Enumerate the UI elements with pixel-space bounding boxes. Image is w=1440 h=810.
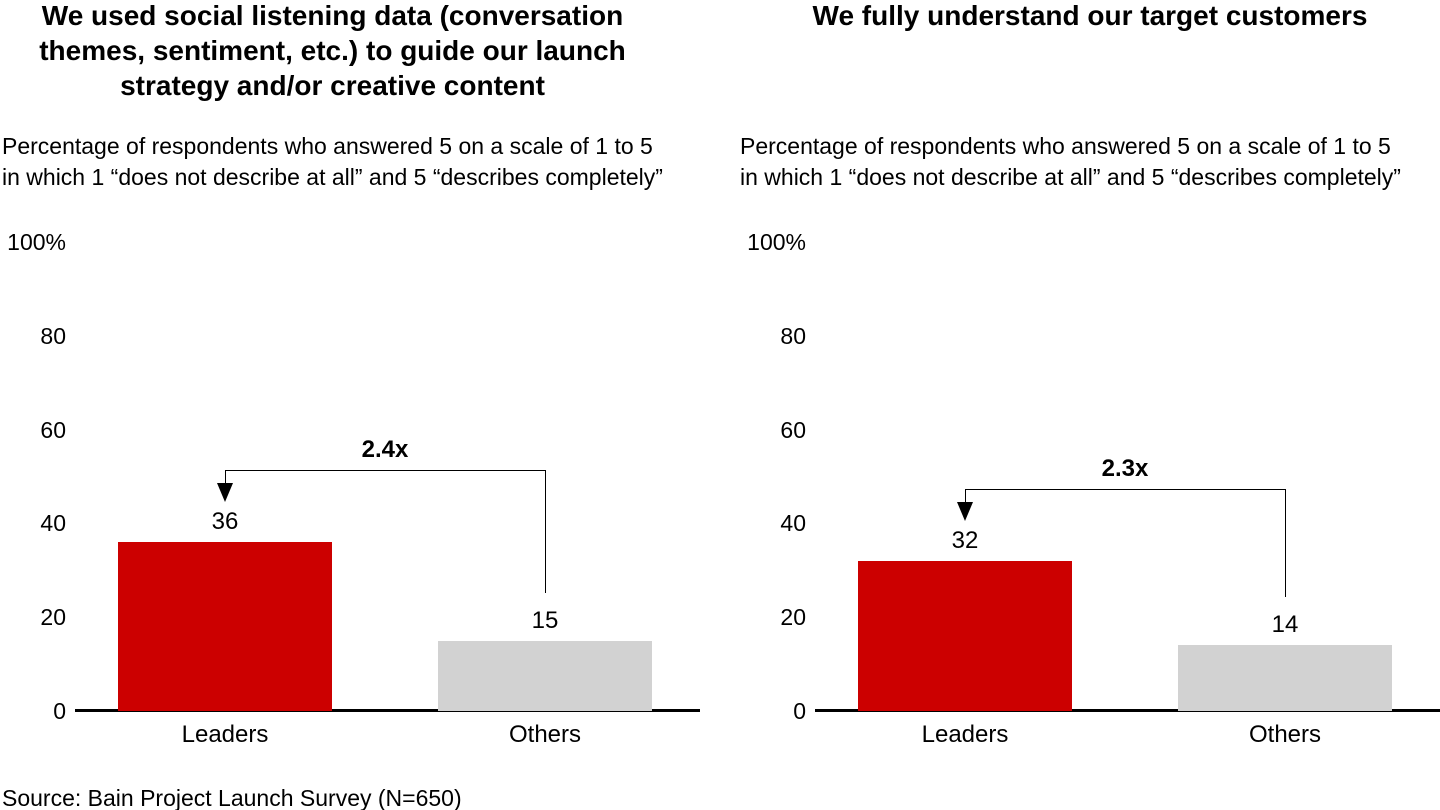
category-label: Leaders [181,721,269,748]
bar-leaders [858,560,1072,711]
y-axis-tick-label: 60 [40,416,66,443]
x-axis-line [815,709,1440,712]
category-label: Others [1248,721,1322,748]
arrow-down-icon [957,501,973,521]
bar-others [438,640,652,711]
y-axis-tick-label: 60 [780,416,806,443]
multiplier-label: 2.3x [1101,454,1149,482]
y-axis-tick-label: 100% [747,229,806,255]
y-axis-tick-label: 20 [780,604,806,631]
chart-panel-target-customers: We fully understand our target customers… [740,0,1440,810]
bar-chart: 100% 80 60 40 20 0 32 Leaders 14 Others 2.3x [740,0,1440,810]
x-axis-line [75,709,700,712]
chart-subtitle: Percentage of respondents who answered 5… [740,133,1401,190]
bracket-left-stub-line [965,488,966,503]
y-axis-tick-label: 80 [40,322,66,349]
multiplier-label: 2.4x [361,436,409,464]
y-axis-tick-label: 40 [40,510,66,537]
bracket-left-stub-line [225,470,226,485]
category-label: Others [508,721,582,748]
bar-chart: 100% 80 60 40 20 0 36 Leaders 15 Others 2.4x [7,229,700,748]
bar-leaders [118,542,332,711]
source-note: Source: Bain Project Launch Survey (N=65… [2,785,462,810]
y-axis-tick-label: 100% [7,229,66,255]
chart-title: We used social listening data (conversat… [39,0,626,101]
bar-value-label: 15 [531,606,559,634]
bracket-right-line [1285,488,1286,598]
chart-title: We fully understand our target customers [812,0,1368,31]
y-axis-tick-label: 20 [40,604,66,631]
bar-value-label: 14 [1271,611,1299,639]
y-axis-tick-label: 0 [793,698,806,724]
bar-value-label: 36 [211,508,239,536]
multiplier-bracket-line [225,470,545,472]
chart-panel-social-listening: We used social listening data (conversat… [2,0,700,748]
y-axis-tick-label: 80 [780,322,806,349]
category-label: Leaders [921,721,1009,748]
arrow-down-icon [217,483,233,503]
chart-subtitle: Percentage of respondents who answered 5… [2,133,663,190]
y-axis-tick-label: 40 [780,510,806,537]
y-axis-tick-label: 0 [53,698,66,724]
bar-value-label: 32 [951,526,979,554]
bracket-right-line [545,470,546,593]
bar-others [1178,645,1392,711]
multiplier-bracket-line [965,488,1285,490]
